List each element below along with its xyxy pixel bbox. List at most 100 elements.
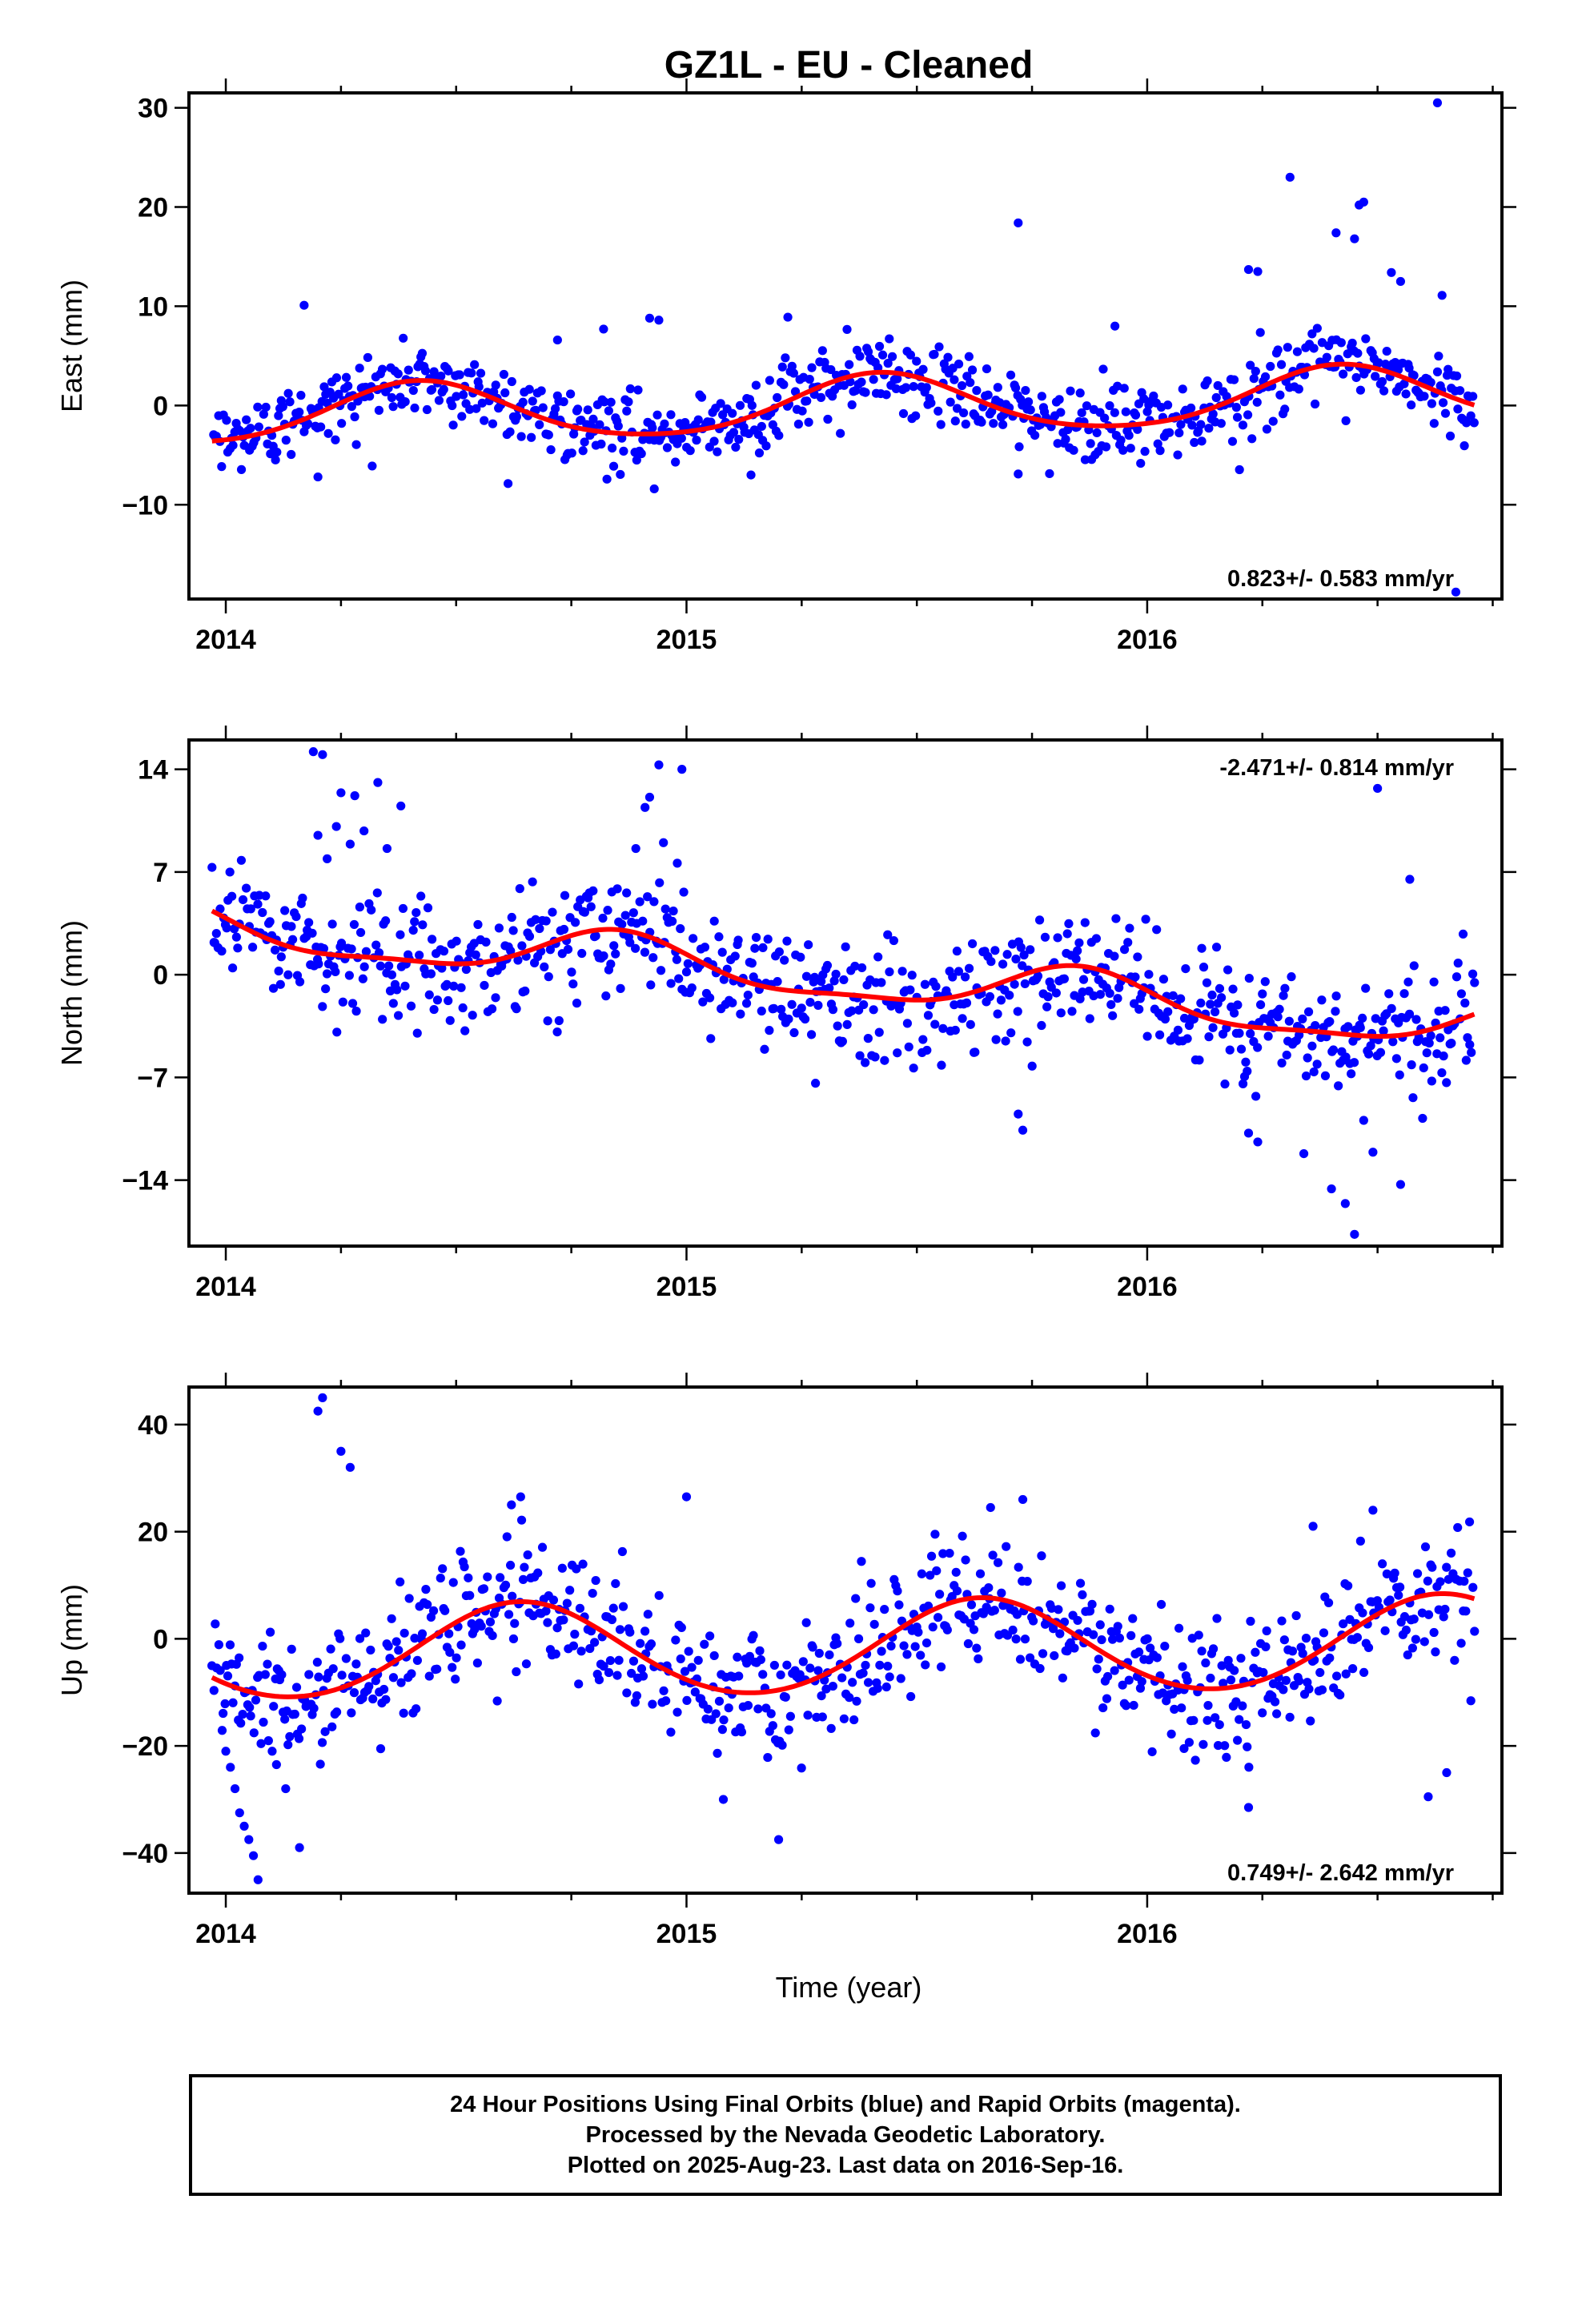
up-data-point bbox=[877, 1647, 886, 1656]
east-fit-curve bbox=[211, 361, 1476, 444]
east-data-point bbox=[747, 400, 757, 410]
east-data-point bbox=[909, 382, 918, 392]
east-data-point bbox=[1216, 419, 1226, 428]
north-data-point bbox=[1013, 1007, 1022, 1016]
north-data-point bbox=[986, 957, 996, 967]
east-data-point bbox=[566, 389, 576, 399]
up-data-point bbox=[533, 1568, 543, 1578]
east-data-point bbox=[1118, 445, 1128, 455]
north-data-point bbox=[426, 969, 436, 979]
north-data-point bbox=[747, 959, 757, 968]
up-data-point bbox=[839, 1714, 849, 1723]
north-data-point bbox=[1447, 1039, 1456, 1048]
north-data-point bbox=[408, 925, 418, 935]
north-data-point bbox=[930, 1019, 940, 1029]
north-data-point bbox=[909, 1063, 918, 1073]
east-data-point bbox=[1336, 338, 1346, 348]
up-data-point bbox=[265, 1627, 275, 1637]
up-data-point bbox=[1315, 1667, 1325, 1678]
east-data-point bbox=[1361, 334, 1371, 344]
north-data-point bbox=[1071, 954, 1081, 964]
east-data-point bbox=[408, 385, 418, 396]
east-data-point bbox=[538, 403, 548, 412]
up-data-point bbox=[865, 1603, 875, 1613]
east-data-point bbox=[436, 372, 446, 381]
up-data-point bbox=[1208, 1644, 1219, 1654]
north-data-point bbox=[217, 947, 227, 956]
east-data-point bbox=[1211, 392, 1221, 403]
up-data-point bbox=[782, 1660, 792, 1670]
up-data-point bbox=[768, 1721, 777, 1731]
north-data-point bbox=[236, 855, 247, 865]
east-data-point bbox=[934, 342, 944, 352]
up-data-point bbox=[387, 1614, 396, 1623]
north-data-point bbox=[1325, 1016, 1335, 1027]
up-data-point bbox=[217, 1726, 227, 1735]
east-data-point bbox=[434, 396, 444, 405]
east-data-point bbox=[500, 388, 510, 398]
up-outlier-point bbox=[235, 1808, 244, 1818]
east-data-point bbox=[816, 392, 826, 402]
up-data-point bbox=[952, 1586, 962, 1596]
north-data-point bbox=[782, 936, 792, 946]
up-data-point bbox=[456, 1546, 465, 1556]
north-data-point bbox=[1173, 1025, 1183, 1035]
north-data-point bbox=[406, 1001, 416, 1011]
east-data-point bbox=[998, 420, 1008, 429]
north-data-point bbox=[1019, 950, 1029, 960]
up-data-point bbox=[215, 1666, 225, 1675]
up-data-point bbox=[1078, 1590, 1087, 1600]
north-data-point bbox=[211, 929, 221, 939]
up-data-point bbox=[873, 1683, 882, 1693]
up-data-point bbox=[1395, 1582, 1405, 1592]
up-data-point bbox=[523, 1550, 532, 1560]
up-data-point bbox=[335, 1634, 345, 1643]
east-data-point bbox=[1453, 404, 1463, 414]
up-data-point bbox=[1089, 1630, 1098, 1639]
east-data-point bbox=[1026, 405, 1035, 415]
up-data-point bbox=[853, 1634, 864, 1643]
north-data-point bbox=[1277, 1058, 1287, 1068]
north-data-point bbox=[920, 979, 930, 989]
east-data-point bbox=[1227, 436, 1238, 446]
up-data-point bbox=[1037, 1551, 1046, 1561]
up-data-point bbox=[388, 1673, 399, 1683]
north-data-point bbox=[458, 1003, 468, 1013]
east-data-point bbox=[1339, 369, 1348, 379]
north-fit-curve bbox=[211, 908, 1476, 1039]
east-data-point bbox=[885, 334, 894, 344]
up-data-point bbox=[1463, 1568, 1472, 1578]
north-data-point bbox=[1067, 1007, 1077, 1016]
east-data-point bbox=[954, 359, 964, 369]
up-data-point bbox=[309, 1703, 319, 1713]
north-data-point bbox=[1419, 1063, 1428, 1073]
east-data-point bbox=[619, 446, 628, 456]
up-data-point bbox=[805, 1663, 815, 1673]
north-data-point bbox=[1238, 1079, 1248, 1088]
north-data-point bbox=[1439, 1051, 1448, 1061]
east-data-point bbox=[1292, 347, 1303, 356]
up-data-point bbox=[880, 1605, 889, 1614]
up-data-point bbox=[1191, 1755, 1200, 1765]
up-outlier-point bbox=[271, 1759, 281, 1770]
north-data-point bbox=[902, 1019, 912, 1028]
north-data-point bbox=[733, 935, 743, 945]
up-data-point bbox=[508, 1591, 517, 1601]
east-data-point bbox=[926, 398, 936, 408]
up-data-point bbox=[280, 1715, 290, 1724]
east-data-point bbox=[1426, 377, 1435, 388]
east-data-point bbox=[459, 390, 468, 400]
up-panel: 2014 2015 2016 −40 −20 0 20 40 Up (mm) 0.749+/- 2… bbox=[55, 1373, 1516, 1949]
north-data-point bbox=[580, 907, 589, 917]
north-data-point bbox=[870, 1052, 880, 1062]
up-data-point bbox=[259, 1717, 268, 1727]
east-data-point bbox=[993, 383, 1002, 392]
up-data-point bbox=[1219, 1679, 1228, 1688]
north-data-point bbox=[669, 906, 678, 916]
north-data-point bbox=[1407, 1060, 1416, 1070]
up-data-point bbox=[942, 1625, 952, 1634]
up-data-point bbox=[742, 1659, 752, 1668]
north-data-point bbox=[336, 939, 347, 948]
north-outlier-point bbox=[323, 854, 332, 863]
up-data-point bbox=[1279, 1635, 1289, 1645]
